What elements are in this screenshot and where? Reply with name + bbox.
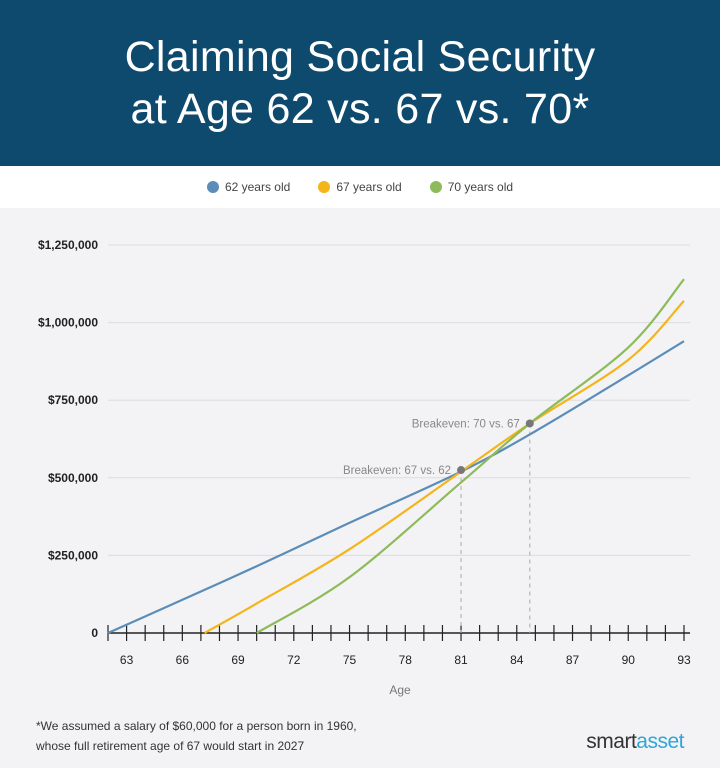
title-line-2: at Age 62 vs. 67 vs. 70* (130, 85, 590, 133)
y-tick-label: 0 (91, 626, 98, 640)
y-tick-label: $250,000 (48, 548, 98, 562)
footnote-line-1: *We assumed a salary of $60,000 for a pe… (36, 719, 357, 733)
breakeven-point (525, 419, 534, 428)
breakeven-label: Breakeven: 67 vs. 62 (343, 465, 451, 477)
legend-label: 62 years old (224, 180, 291, 194)
chart-panel: 0 $250,000 $500,000 $750,000 $1,000,000 $1,25… (0, 208, 720, 768)
legend-dot (429, 181, 442, 193)
legend: 62 years old 67 years old 70 years old (0, 166, 720, 208)
legend-item-1: 67 years old (318, 180, 402, 194)
legend-label: 70 years old (447, 180, 514, 194)
legend-dot (318, 181, 331, 193)
x-axis-label: Age (389, 683, 411, 697)
breakeven-label: Breakeven: 70 vs. 67 (412, 418, 520, 430)
footnote: *We assumed a salary of $60,000 for a pe… (36, 716, 357, 756)
legend-label: 67 years old (336, 180, 402, 194)
x-tick-label: 93 (677, 653, 691, 667)
y-tick-label: $500,000 (48, 471, 98, 485)
breakeven-point (457, 466, 466, 475)
series-line-62 (107, 340, 685, 635)
footnote-line-2: whose full retirement age of 67 would st… (36, 739, 305, 753)
title-banner: Claiming Social Security at Age 62 vs. 6… (0, 0, 720, 166)
x-tick-label: 87 (566, 653, 580, 667)
x-tick-label: 72 (287, 653, 301, 667)
x-tick-label: 78 (399, 653, 413, 667)
x-tick-label: 75 (343, 653, 357, 667)
legend-item-0: 62 years old (206, 180, 291, 194)
x-tick-label: 63 (120, 653, 134, 667)
logo-part-2: asset (636, 730, 684, 753)
y-tick-label: $1,000,000 (38, 316, 98, 330)
legend-dot (206, 181, 219, 193)
x-tick-label: 81 (454, 653, 468, 667)
x-tick-label: 66 (176, 653, 190, 667)
x-tick-label: 84 (510, 653, 524, 667)
title-line-1: Claiming Social Security (124, 33, 596, 81)
smartasset-logo: smartasset (586, 730, 684, 754)
y-tick-label: $750,000 (48, 393, 98, 407)
series-line-70 (256, 278, 685, 634)
y-tick-label: $1,250,000 (38, 238, 98, 252)
logo-part-1: smart (586, 730, 637, 753)
x-tick-label: 90 (622, 653, 636, 667)
line-chart: 0 $250,000 $500,000 $750,000 $1,000,000 $1,25… (38, 238, 691, 697)
x-tick-label: 69 (231, 653, 245, 667)
legend-item-2: 70 years old (429, 180, 514, 194)
